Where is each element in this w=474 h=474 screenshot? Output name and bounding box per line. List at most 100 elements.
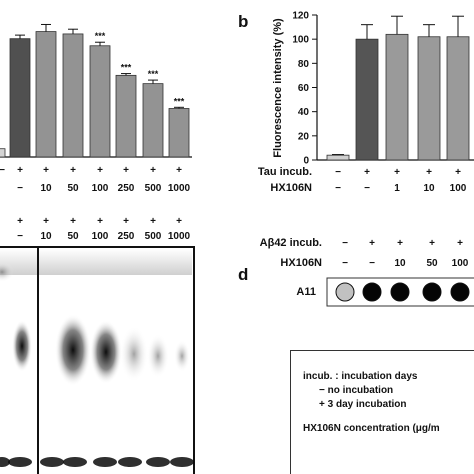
- panel-d-incubation-mark: +: [397, 238, 403, 249]
- panel-a-incubation-mark: +: [43, 165, 49, 176]
- panel-d-blot-label: A11: [296, 286, 316, 298]
- gel-smear-lane-2: [55, 314, 91, 386]
- dot-blot-spot: [362, 282, 382, 302]
- gel-monomer-band: [63, 457, 87, 467]
- gel-monomer-band: [118, 457, 142, 467]
- panel-a-incubation-mark-partial: −: [0, 165, 5, 176]
- panel-b-bar: [385, 33, 409, 161]
- panel-a-incubation-mark: +: [97, 165, 103, 176]
- panel-a-significance: ***: [95, 31, 106, 41]
- panel-b-bar: [355, 38, 379, 161]
- panel-a-incubation-mark: +: [123, 165, 129, 176]
- dot-blot-spot: [422, 282, 442, 302]
- panel-b-concentration-label: 100: [450, 183, 467, 194]
- panel-b-y-tick-label: 20: [298, 131, 310, 142]
- panel-c-concentration-label: −: [17, 231, 23, 242]
- panel-b-y-tick-label: 0: [303, 156, 309, 167]
- dot-blot-spot: [335, 282, 355, 302]
- panel-c-incubation-mark: +: [123, 216, 129, 227]
- panel-c-incubation-mark: +: [43, 216, 49, 227]
- panel-d-letter: d: [238, 265, 248, 284]
- panel-c-incubation-mark: +: [17, 216, 23, 227]
- panel-a-significance: ***: [148, 69, 159, 79]
- gel-monomer-band: [146, 457, 170, 467]
- panel-a-incubation-mark: +: [17, 165, 23, 176]
- panel-b-bar: [417, 36, 441, 161]
- gel-monomer-band: [170, 457, 194, 467]
- panel-a-incubation-mark: +: [176, 165, 182, 176]
- panel-a-concentration-label: 10: [40, 183, 52, 194]
- panel-d-incubation-mark: +: [457, 238, 463, 249]
- gel-top-band: [0, 249, 192, 275]
- panel-b-incubation-mark: +: [426, 167, 432, 178]
- panel-a-bar: [62, 33, 84, 158]
- panel-d-dot-blot: d Aβ42 incub. HX106N − + + + + − − 10 50 100 A11: [238, 237, 474, 307]
- gel-monomer-band: [0, 457, 10, 467]
- panel-c-incubation-mark: +: [150, 216, 156, 227]
- panel-a-incubation-mark: +: [150, 165, 156, 176]
- panel-a-significance: ***: [121, 63, 132, 73]
- panel-c-concentration-label: 500: [145, 231, 162, 242]
- panel-c-incubation-mark: +: [97, 216, 103, 227]
- legend-line-concentration: HX106N concentration (μg/m: [303, 423, 440, 434]
- gel-smear-lane-6: [174, 340, 190, 372]
- panel-d-incubation-mark: +: [369, 238, 375, 249]
- panel-d-incubation-mark: −: [342, 238, 348, 249]
- panel-a-bar-partial: [0, 148, 6, 158]
- panel-b-y-tick-label: 40: [298, 107, 310, 118]
- panel-a-significance: ***: [174, 96, 185, 106]
- panel-a-bar-chart: *** *** *** *** − + + + + + + + − 10 50 100 250 500 1000: [0, 23, 192, 194]
- panel-b-concentration-label: 10: [423, 183, 435, 194]
- panel-a-bar: [9, 38, 31, 158]
- panel-d-concentration-label: −: [369, 258, 375, 269]
- gel-monomer-band: [40, 457, 64, 467]
- panel-a-bar: [35, 31, 57, 158]
- panel-c-incubation-mark: +: [70, 216, 76, 227]
- panel-c-incubation-mark: +: [176, 216, 182, 227]
- panel-d-concentration-label: 100: [452, 258, 469, 269]
- panel-d-row-label-hx106n: HX106N: [280, 257, 322, 269]
- panel-a-concentration-label: 50: [67, 183, 79, 194]
- panel-b-concentration-label: −: [335, 183, 341, 194]
- panel-a-bar: [115, 74, 137, 158]
- dot-blot-spot: [390, 282, 410, 302]
- panel-b-incubation-mark: −: [335, 167, 341, 178]
- panel-b-concentration-label: −: [364, 183, 370, 194]
- panel-a-bar: [89, 45, 111, 158]
- panel-b-bar: [446, 36, 470, 161]
- panel-a-concentration-label: 1000: [168, 183, 191, 194]
- gel-smear-lane-3: [90, 320, 122, 384]
- panel-b-bar: [326, 154, 350, 161]
- panel-b-incubation-mark: +: [455, 167, 461, 178]
- panel-b-y-tick-label: 60: [298, 83, 310, 94]
- gel-monomer-band: [8, 457, 32, 467]
- gel-smear-lane-4: [120, 326, 148, 382]
- panel-b-y-tick-label: 100: [292, 35, 309, 46]
- gel-monomer-band: [93, 457, 117, 467]
- panel-a-concentration-label: 100: [92, 183, 109, 194]
- panel-a-concentration-label: 250: [118, 183, 135, 194]
- panel-d-concentration-label: 50: [426, 258, 438, 269]
- panel-c-concentration-label: 1000: [168, 231, 191, 242]
- panel-a-concentration-label: 500: [145, 183, 162, 194]
- panel-a-incubation-mark: +: [70, 165, 76, 176]
- legend-line-no-incubation: − no incubation: [319, 385, 394, 396]
- legend-box: incub. : incubation days − no incubation…: [290, 350, 474, 474]
- panel-b-y-tick-label: 120: [292, 11, 309, 22]
- panel-d-incubation-mark: +: [429, 238, 435, 249]
- panel-b-y-axis-label: Fluorescence intensity (%): [272, 18, 284, 158]
- panel-a-bar: [142, 83, 164, 158]
- gel-smear-lane-1: [12, 320, 32, 372]
- panel-a-concentration-label: −: [17, 183, 23, 194]
- panel-b-letter: b: [238, 12, 248, 31]
- panel-d-row-label-abeta: Aβ42 incub.: [260, 237, 322, 249]
- legend-line-incubation-days: incub. : incubation days: [303, 371, 418, 382]
- panel-c-concentration-label: 100: [92, 231, 109, 242]
- panel-a-bar: [168, 108, 190, 158]
- panel-b-incubation-mark: +: [394, 167, 400, 178]
- panel-b-bar-chart: b Fluorescence intensity (%) 0 20 40 60 80 10…: [238, 11, 474, 194]
- panel-c-concentration-label: 10: [40, 231, 52, 242]
- gel-smear-partial-lane: [0, 262, 14, 282]
